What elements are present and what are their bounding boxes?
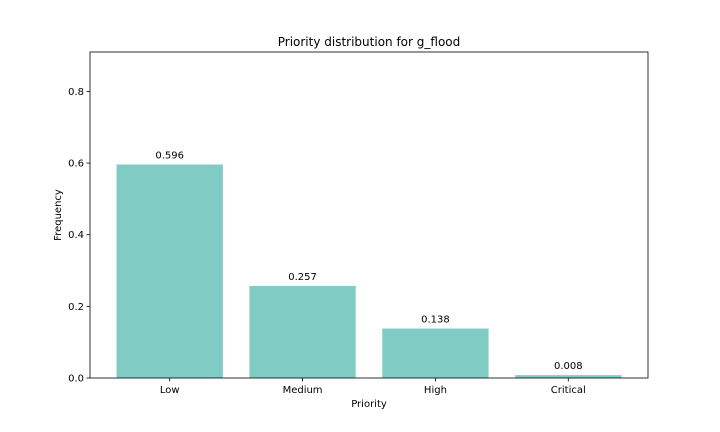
bar-medium (249, 285, 356, 378)
bar-value-label: 0.008 (554, 361, 583, 372)
y-tick-label: 0.2 (68, 302, 84, 313)
bar-value-label: 0.138 (421, 315, 450, 326)
x-tick-label: Low (160, 385, 180, 396)
y-tick-label: 0.6 (68, 159, 84, 170)
chart-title: Priority distribution for g_flood (278, 35, 461, 49)
x-tick-label: Medium (283, 385, 323, 396)
x-tick-label: High (424, 385, 447, 396)
y-tick-label: 0.8 (68, 87, 84, 98)
y-axis-title: Frequency (53, 189, 64, 241)
plot-frame (89, 51, 649, 379)
bar-low (116, 164, 223, 378)
x-axis: Low Medium High Critical (160, 378, 586, 396)
x-tick-label: Critical (551, 385, 586, 396)
x-axis-title: Priority (351, 399, 387, 410)
y-tick-label: 0.4 (68, 230, 84, 241)
bar-value-label: 0.257 (288, 272, 317, 283)
bar-critical (515, 375, 622, 378)
y-tick-label: 0.0 (68, 374, 84, 385)
bar-value-label: 0.596 (155, 150, 184, 161)
bar-high (382, 328, 489, 378)
bars-group: 0.596 0.257 0.138 0.008 (116, 150, 622, 378)
y-axis: 0.0 0.2 0.4 0.6 0.8 (68, 87, 90, 385)
